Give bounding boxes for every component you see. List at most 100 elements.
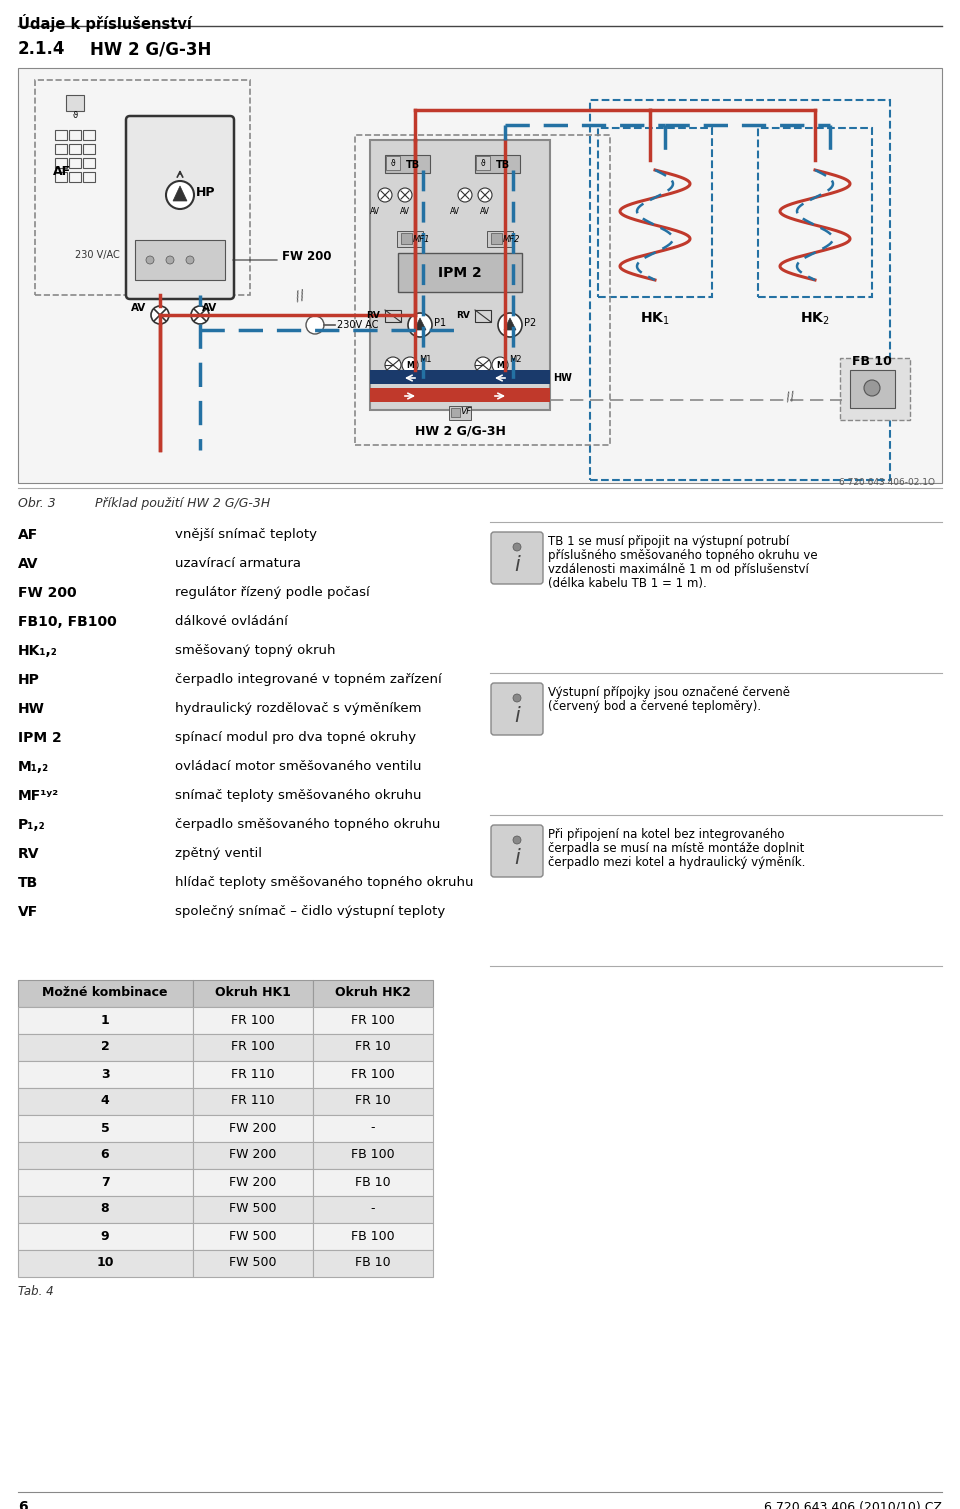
Text: M: M xyxy=(406,361,414,370)
Circle shape xyxy=(513,836,521,844)
Text: AF: AF xyxy=(53,164,71,178)
Text: vzdálenosti maximálně 1 m od příslušenství: vzdálenosti maximálně 1 m od příslušenst… xyxy=(548,563,809,576)
Bar xyxy=(313,1034,433,1061)
Text: FW 500: FW 500 xyxy=(229,1203,276,1216)
Text: FR 100: FR 100 xyxy=(351,1014,395,1026)
Bar xyxy=(193,1142,313,1169)
FancyBboxPatch shape xyxy=(487,231,513,247)
Text: TB 1 se musí připojit na výstupní potrubí: TB 1 se musí připojit na výstupní potrub… xyxy=(548,536,789,548)
Text: 6: 6 xyxy=(101,1148,109,1162)
Bar xyxy=(18,1169,193,1197)
Text: 10: 10 xyxy=(96,1257,113,1269)
Bar xyxy=(18,1061,193,1088)
Circle shape xyxy=(385,358,401,373)
Text: vnější snímač teploty: vnější snímač teploty xyxy=(175,528,317,542)
Text: ϑ: ϑ xyxy=(72,112,78,121)
Bar xyxy=(193,1115,313,1142)
Bar xyxy=(83,172,95,183)
Bar xyxy=(83,143,95,154)
Text: 6 720 643 406 (2010/10) CZ: 6 720 643 406 (2010/10) CZ xyxy=(764,1500,942,1509)
Bar xyxy=(385,155,430,174)
Text: FW 500: FW 500 xyxy=(229,1257,276,1269)
FancyBboxPatch shape xyxy=(491,684,543,735)
Bar xyxy=(18,979,193,1007)
FancyBboxPatch shape xyxy=(476,155,490,171)
Bar xyxy=(475,155,520,174)
Bar xyxy=(193,1197,313,1222)
Text: P2: P2 xyxy=(524,318,537,327)
Bar xyxy=(69,172,81,183)
Bar xyxy=(193,1249,313,1277)
Bar xyxy=(18,1034,193,1061)
Text: 9: 9 xyxy=(101,1230,109,1242)
Text: AV: AV xyxy=(18,557,38,570)
Text: FB 100: FB 100 xyxy=(351,1230,395,1242)
Circle shape xyxy=(166,181,194,210)
FancyBboxPatch shape xyxy=(491,533,543,584)
Bar xyxy=(18,1222,193,1249)
Bar xyxy=(18,1115,193,1142)
Text: uzavírací armatura: uzavírací armatura xyxy=(175,557,301,570)
Circle shape xyxy=(864,380,880,395)
Bar xyxy=(475,309,491,321)
Text: HP: HP xyxy=(196,187,215,199)
Polygon shape xyxy=(504,318,516,330)
Circle shape xyxy=(458,189,472,202)
Text: FR 100: FR 100 xyxy=(231,1041,275,1053)
FancyBboxPatch shape xyxy=(397,231,423,247)
Circle shape xyxy=(191,306,209,324)
FancyBboxPatch shape xyxy=(491,232,502,244)
Text: FR 100: FR 100 xyxy=(231,1014,275,1026)
Circle shape xyxy=(166,257,174,264)
Text: FB 10: FB 10 xyxy=(355,1257,391,1269)
Text: společný snímač – čidlo výstupní teploty: společný snímač – čidlo výstupní teploty xyxy=(175,905,445,917)
Bar xyxy=(193,1222,313,1249)
Text: AV: AV xyxy=(400,207,410,216)
Text: HK₁,₂: HK₁,₂ xyxy=(18,644,58,658)
Text: FW 200: FW 200 xyxy=(229,1148,276,1162)
FancyBboxPatch shape xyxy=(386,155,400,171)
Bar xyxy=(193,1034,313,1061)
Text: 2: 2 xyxy=(101,1041,109,1053)
Text: spínací modul pro dva topné okruhy: spínací modul pro dva topné okruhy xyxy=(175,730,416,744)
Text: 230V AC: 230V AC xyxy=(337,320,378,330)
Text: ϑ: ϑ xyxy=(481,160,486,169)
Text: -: - xyxy=(371,1203,375,1216)
Text: M₁,₂: M₁,₂ xyxy=(18,761,49,774)
Text: FW 200: FW 200 xyxy=(229,1121,276,1135)
Bar xyxy=(18,1088,193,1115)
Text: FR 10: FR 10 xyxy=(355,1094,391,1108)
Bar xyxy=(69,158,81,167)
Text: (červený bod a červené teploměry).: (červený bod a červené teploměry). xyxy=(548,700,761,712)
Bar xyxy=(313,1007,433,1034)
Text: FR 110: FR 110 xyxy=(231,1067,275,1080)
Text: RV: RV xyxy=(366,311,380,320)
Text: AV: AV xyxy=(370,207,380,216)
Bar xyxy=(55,130,67,140)
Text: //: // xyxy=(294,287,306,303)
Circle shape xyxy=(498,312,522,337)
Bar xyxy=(313,1222,433,1249)
Bar xyxy=(313,1088,433,1115)
Text: 3: 3 xyxy=(101,1067,109,1080)
Text: čerpadla se musí na místě montáže doplnit: čerpadla se musí na místě montáže doplni… xyxy=(548,842,804,856)
Circle shape xyxy=(402,358,418,373)
Text: Obr. 3: Obr. 3 xyxy=(18,496,56,510)
Text: HP: HP xyxy=(18,673,40,687)
Text: hydraulický rozdělovač s výměníkem: hydraulický rozdělovač s výměníkem xyxy=(175,702,421,715)
FancyBboxPatch shape xyxy=(491,825,543,877)
Circle shape xyxy=(513,694,521,702)
Text: HW: HW xyxy=(553,373,572,383)
Circle shape xyxy=(492,358,508,373)
Text: HW: HW xyxy=(18,702,45,715)
Text: HK$_1$: HK$_1$ xyxy=(640,311,670,327)
Text: M: M xyxy=(496,361,504,370)
Bar xyxy=(55,172,67,183)
Text: snímač teploty směšovaného okruhu: snímač teploty směšovaného okruhu xyxy=(175,789,421,801)
Text: MF2: MF2 xyxy=(503,234,520,243)
Text: FR 110: FR 110 xyxy=(231,1094,275,1108)
Text: (délka kabelu TB 1 = 1 m).: (délka kabelu TB 1 = 1 m). xyxy=(548,576,707,590)
Circle shape xyxy=(478,189,492,202)
Text: ovládací motor směšovaného ventilu: ovládací motor směšovaného ventilu xyxy=(175,761,421,773)
Text: hlídač teploty směšovaného topného okruhu: hlídač teploty směšovaného topného okruh… xyxy=(175,877,473,889)
